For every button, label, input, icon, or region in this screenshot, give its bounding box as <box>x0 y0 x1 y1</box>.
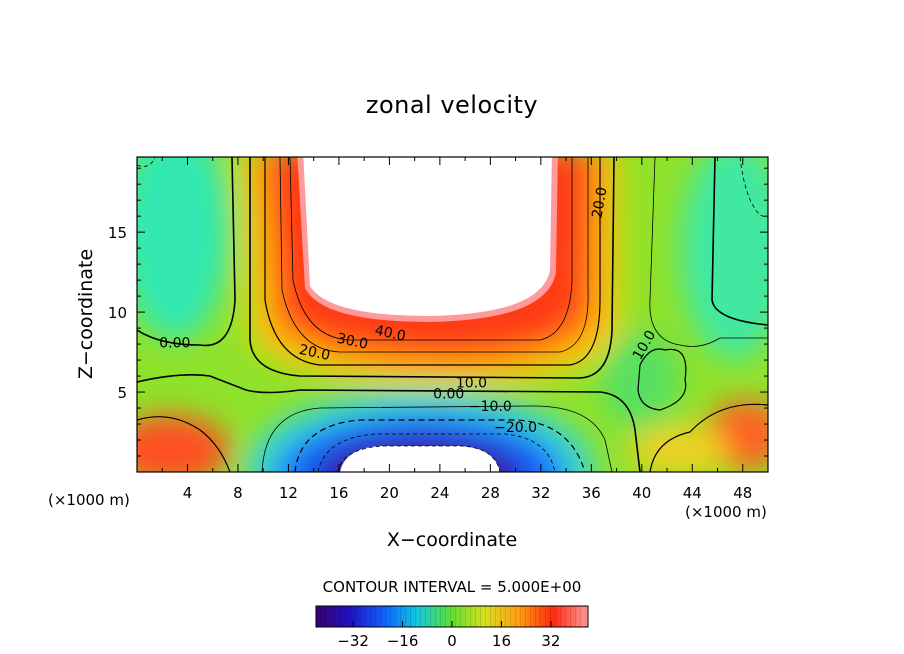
y-axis-ticks: 5 10 15 <box>108 167 768 457</box>
x-axis-ticks: 4 8 12 16 20 24 28 32 36 40 44 48 <box>161 157 752 502</box>
x-tick-label: 4 <box>183 484 193 502</box>
x-tick-label: 44 <box>683 484 702 502</box>
x-unit-left-label: (×1000 m) <box>48 491 130 509</box>
x-unit-right-label: (×1000 m) <box>685 503 767 521</box>
contour-interval-note: CONTOUR INTERVAL = 5.000E+00 <box>323 578 582 596</box>
contour-label: 20.0 <box>298 342 332 364</box>
x-tick-label: 36 <box>582 484 601 502</box>
plot-frame <box>136 156 769 473</box>
contour-label: −10.0 <box>469 399 512 415</box>
velocity-field <box>137 157 768 472</box>
y-tick-label: 10 <box>108 304 127 322</box>
colorbar-ticks: −32 −16 0 16 32 <box>337 621 560 650</box>
chart-title: zonal velocity <box>366 91 538 119</box>
x-axis-title: X−coordinate <box>387 529 517 551</box>
contour-lines <box>137 157 768 472</box>
contour-label: −20.0 <box>494 420 537 436</box>
contour-label: 30.0 <box>335 331 369 353</box>
y-tick-label: 15 <box>108 224 127 242</box>
colorbar-tick-label: 0 <box>447 632 457 650</box>
x-tick-label: 16 <box>329 484 348 502</box>
contour-label: 20.0 <box>589 186 610 219</box>
x-tick-label: 20 <box>380 484 399 502</box>
colorbar-tick-label: 16 <box>492 632 511 650</box>
contour-label: 40.0 <box>373 323 407 345</box>
y-tick-label: 5 <box>117 384 127 402</box>
x-tick-label: 28 <box>481 484 500 502</box>
colorbar-tick-label: −16 <box>387 632 419 650</box>
x-tick-label: 40 <box>632 484 651 502</box>
x-tick-label: 32 <box>531 484 550 502</box>
colorbar-tick-label: −32 <box>337 632 369 650</box>
contour-label: 10.0 <box>456 375 487 391</box>
x-tick-label: 12 <box>279 484 298 502</box>
x-tick-label: 8 <box>233 484 243 502</box>
x-tick-label: 24 <box>430 484 449 502</box>
contour-label: 0.00 <box>159 335 190 351</box>
colorbar-tick-label: 32 <box>541 632 560 650</box>
y-axis-title: Z−coordinate <box>75 249 97 379</box>
contour-label: 0.00 <box>433 386 464 402</box>
x-tick-label: 48 <box>733 484 752 502</box>
